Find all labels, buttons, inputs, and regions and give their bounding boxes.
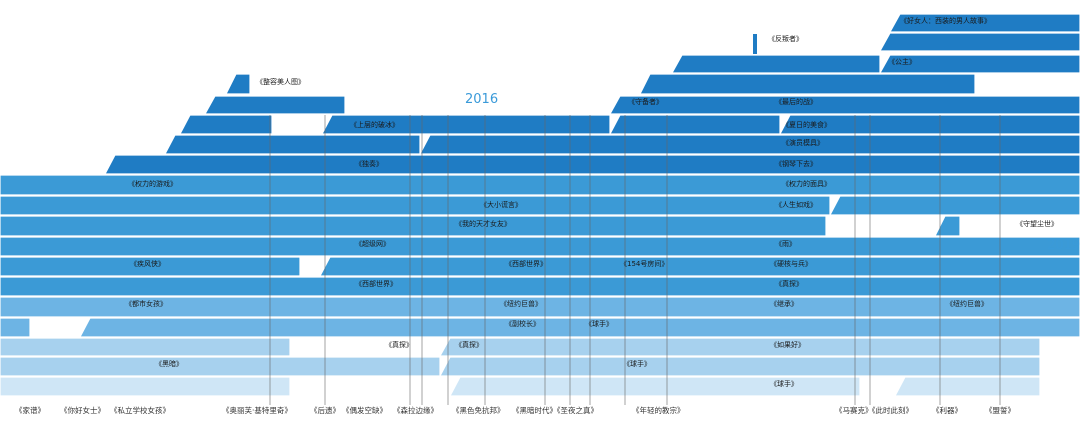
band-12-segment-1 — [319, 256, 1080, 277]
show-label-s34: 《如果好》 — [770, 340, 805, 349]
show-label-s7: 《上层的破冰》 — [350, 120, 399, 129]
band-6-segment-0 — [164, 134, 421, 155]
bottom-label-b5: 《后遗》 — [310, 405, 340, 415]
band-13-segment-0 — [0, 276, 1080, 297]
show-label-s1: 《反叛者》 — [768, 34, 803, 43]
show-label-s4: 《整容美人图》 — [256, 77, 305, 86]
labels-layer: 《反叛者》 《好女人：西装的男人故事》《公主》《整容美人图》《守备者》 《最后的战》… — [125, 16, 1058, 388]
show-label-s25: 《真探》 — [775, 279, 803, 288]
band-17-segment-1 — [439, 356, 1041, 377]
bottom-label-b9: 《黑暗时代》 — [512, 405, 557, 415]
years-layer: 2016 2019 — [465, 92, 1080, 253]
show-label-s10: 《独奏》 — [355, 159, 383, 168]
show-label-s27: 《纽约巨兽》 — [500, 299, 542, 308]
show-label-s20: 《疾风侠》 — [130, 259, 165, 268]
show-label-s9: 《演员模具》 — [782, 138, 824, 147]
bottom-label-b11: 《年轻的教宗》 — [632, 405, 685, 415]
band-2-segment-1 — [878, 54, 1080, 74]
show-label-s15: 《人生如戏》 — [775, 200, 817, 209]
band-9-segment-1 — [829, 195, 1080, 216]
band-4-segment-0 — [203, 95, 346, 115]
bottom-label-b1: 《家谱》 — [15, 405, 45, 415]
band-18-segment-0 — [0, 376, 291, 397]
show-label-s21: 《西部世界》 — [505, 259, 547, 268]
bottom-labels-layer: 《家谱》 《你好女士》 《私立学校女孩》 《奥丽芙·基特里奇》 《后遗》 《偶发空缺》 《森… — [15, 405, 1015, 415]
band-5-segment-2 — [609, 114, 781, 135]
show-label-s33: 《真探》 — [455, 340, 483, 349]
band-17-segment-0 — [0, 356, 441, 377]
show-label-s2: 《好女人：西装的男人故事》 — [900, 16, 991, 25]
band-1-segment-0 — [878, 32, 1080, 52]
band-5-segment-0 — [179, 114, 273, 135]
show-label-s31: 《球手》 — [585, 319, 613, 328]
band-7-segment-0 — [104, 154, 1080, 175]
year-label-2019: 2019 — [1047, 238, 1080, 253]
band-10-segment-0 — [0, 215, 827, 237]
band-16-segment-1 — [438, 337, 1041, 357]
show-label-s35: 《黑暗》 — [155, 359, 183, 368]
show-label-s36-extra: 《球手》 — [770, 379, 798, 388]
bottom-label-b10: 《圣夜之真》 — [553, 405, 598, 415]
show-label-s23: 《硬核与兵》 — [770, 259, 812, 268]
band-10-segment-1 — [934, 215, 961, 237]
bottom-label-b15: 《盟誓》 — [985, 405, 1015, 415]
bottom-label-b13: 《此时此刻》 — [868, 405, 913, 415]
show-label-s26: 《都市女孩》 — [125, 299, 167, 308]
show-label-s8: 《夏日的美食》 — [782, 120, 831, 129]
show-label-s36: 《球手》 — [623, 359, 651, 368]
band-16-segment-0 — [0, 337, 291, 357]
show-label-s18: 《超级网》 — [355, 239, 390, 248]
band-3-segment-0 — [225, 73, 251, 95]
band-3-segment-1 — [639, 73, 976, 95]
show-label-s11: 《钢琴下去》 — [775, 159, 817, 168]
show-label-s30: 《副校长》 — [505, 319, 540, 328]
show-label-s28: 《继承》 — [770, 299, 798, 308]
show-label-s3: 《公主》 — [888, 57, 916, 66]
band-accent — [753, 34, 757, 54]
band-0-segment-0 — [888, 13, 1080, 33]
show-label-s32: 《真探》 — [385, 340, 413, 349]
bottom-label-b7: 《森拉边缘》 — [393, 405, 438, 415]
bottom-label-b6: 《偶发空缺》 — [342, 405, 387, 415]
show-label-s5: 《守备者》 — [628, 97, 663, 106]
show-label-s13: 《权力的面具》 — [782, 179, 831, 188]
band-11-segment-0 — [0, 236, 1080, 257]
band-15-segment-0 — [0, 317, 31, 338]
show-label-s6: 《最后的战》 — [775, 97, 817, 106]
bottom-label-b8: 《黑色免抗邦》 — [452, 405, 505, 415]
show-label-s17: 《守望尘世》 — [1016, 219, 1058, 228]
show-label-s22: 《154号房间》 — [620, 259, 668, 268]
bottom-label-b12: 《马赛克》 — [835, 405, 873, 415]
band-18-segment-2 — [894, 376, 1041, 397]
bottom-label-b14: 《利器》 — [932, 405, 962, 415]
year-label-2016: 2016 — [465, 92, 498, 107]
bottom-label-b2: 《你好女士》 — [60, 405, 105, 415]
band-12-segment-0 — [0, 256, 301, 277]
bands-layer — [0, 13, 1080, 397]
connectors-layer — [269, 115, 1001, 405]
band-4-segment-1 — [608, 95, 1080, 115]
show-label-s19: 《雨》 — [775, 240, 796, 248]
bottom-label-b3: 《私立学校女孩》 — [110, 405, 170, 415]
band-6-segment-1 — [419, 134, 1080, 155]
show-label-s12: 《权力的游戏》 — [128, 179, 177, 188]
show-label-s24: 《西部世界》 — [355, 279, 397, 288]
band-2-segment-0 — [670, 54, 881, 74]
band-18-segment-1 — [449, 376, 861, 397]
show-label-s16: 《我的天才女友》 — [455, 219, 511, 228]
bottom-label-b4: 《奥丽芙·基特里奇》 — [222, 405, 292, 415]
show-label-s14: 《大小谎言》 — [480, 200, 522, 209]
show-label-s29: 《纽约巨兽》 — [946, 299, 988, 308]
band-15-segment-1 — [79, 317, 1080, 338]
band-9-segment-0 — [0, 195, 831, 216]
